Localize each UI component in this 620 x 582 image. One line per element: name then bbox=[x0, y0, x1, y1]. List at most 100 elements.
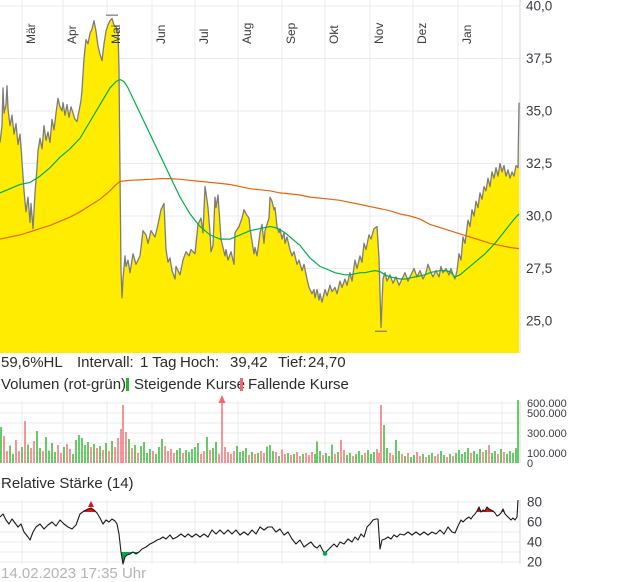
price-tick-label: 30,0 bbox=[526, 209, 552, 224]
volume-bar bbox=[425, 457, 427, 463]
month-tick-label: Okt bbox=[327, 25, 341, 44]
volume-bar bbox=[340, 440, 342, 463]
volume-bar bbox=[416, 452, 418, 463]
volume-tick-label: 100.000 bbox=[527, 448, 567, 460]
volume-bar bbox=[401, 454, 403, 463]
volume-bar bbox=[370, 454, 372, 463]
volume-bar bbox=[143, 442, 145, 463]
volume-bar bbox=[209, 450, 211, 463]
volume-bar bbox=[272, 451, 274, 463]
volume-bar bbox=[364, 453, 366, 463]
volume-bar bbox=[57, 445, 59, 463]
month-labels: Mär Apr Mai Jun Jul Aug Sep Okt Nov Dez Jan bbox=[24, 22, 474, 44]
volume-bar bbox=[479, 449, 481, 463]
month-tick-label: Mai bbox=[109, 25, 123, 44]
timestamp: 14.02.2023 17:35 Uhr bbox=[1, 565, 147, 582]
volume-bar bbox=[125, 432, 127, 463]
volume-bar bbox=[173, 453, 175, 463]
volume-bar bbox=[494, 451, 496, 463]
volume-bar bbox=[482, 452, 484, 463]
volume-bar bbox=[302, 454, 304, 463]
volume-bar bbox=[30, 448, 32, 463]
price-chart-pane[interactable]: Mär Apr Mai Jun Jul Aug Sep Okt Nov Dez Jan 40,0 37,… bbox=[0, 0, 620, 354]
falling-volume-swatch-icon bbox=[240, 378, 243, 391]
volume-bar bbox=[517, 400, 519, 463]
ma-slow-line bbox=[0, 178, 520, 250]
high-label: Hoch: bbox=[180, 354, 220, 371]
volume-bar bbox=[461, 454, 463, 463]
month-tick-label: Sep bbox=[284, 22, 298, 44]
volume-bar bbox=[203, 451, 205, 463]
volume-bar bbox=[281, 449, 283, 463]
volume-bar bbox=[515, 448, 517, 463]
volume-bar bbox=[346, 455, 348, 463]
volume-bar bbox=[431, 453, 433, 463]
volume-bar bbox=[105, 443, 107, 463]
volume-bar bbox=[167, 451, 169, 463]
month-tick-label: Jan bbox=[460, 25, 474, 44]
volume-bar bbox=[458, 450, 460, 463]
volume-bar bbox=[120, 429, 122, 463]
rsi-buy-marker-icon bbox=[322, 551, 328, 556]
falling-volume-label: Fallende Kurse bbox=[248, 376, 349, 393]
price-line bbox=[0, 17, 520, 328]
volume-bar bbox=[27, 444, 29, 463]
volume-bar bbox=[410, 457, 412, 463]
volume-bar bbox=[476, 454, 478, 463]
volume-bar bbox=[51, 443, 53, 463]
volume-bar bbox=[66, 444, 68, 463]
volume-bar bbox=[224, 447, 226, 463]
volume-bar bbox=[319, 451, 321, 463]
volume-grid bbox=[0, 401, 521, 464]
volume-bar bbox=[108, 451, 110, 463]
volume-bar bbox=[311, 452, 313, 463]
volume-bar bbox=[42, 451, 44, 463]
volume-bar bbox=[75, 440, 77, 463]
volume-bar bbox=[99, 446, 101, 463]
volume-bar bbox=[434, 456, 436, 463]
rsi-tick-label: 40 bbox=[527, 535, 542, 550]
volume-bar bbox=[331, 444, 333, 463]
high-value: 39,42 bbox=[230, 354, 268, 371]
rsi-tick-label: 60 bbox=[527, 515, 542, 530]
rsi-tick-label: 80 bbox=[527, 495, 542, 510]
volume-bar bbox=[48, 450, 50, 463]
volume-bar bbox=[15, 440, 17, 463]
volume-bar bbox=[137, 453, 139, 463]
volume-bar bbox=[470, 453, 472, 463]
volume-bar bbox=[33, 441, 35, 463]
volume-bar bbox=[212, 448, 214, 463]
volume-title: Volumen (rot-grün) bbox=[1, 376, 127, 393]
volume-bar bbox=[215, 442, 217, 463]
rsi-chart-pane[interactable]: 80 60 40 20 bbox=[0, 494, 620, 572]
volume-bar bbox=[236, 446, 238, 463]
volume-bar bbox=[358, 451, 360, 463]
rsi-title-row: Relative Stärke (14) bbox=[0, 475, 620, 493]
volume-bar bbox=[188, 452, 190, 463]
ma-fast-line bbox=[0, 78, 520, 280]
volume-bar bbox=[197, 443, 199, 463]
volume-bar bbox=[87, 442, 89, 463]
volume-tick-label: 600.000 bbox=[527, 398, 567, 410]
volume-bar bbox=[491, 453, 493, 463]
volume-bar bbox=[146, 453, 148, 463]
price-tick-label: 37,5 bbox=[526, 51, 552, 66]
month-tick-label: Aug bbox=[240, 23, 254, 44]
volume-bar bbox=[81, 438, 83, 463]
volume-bar bbox=[245, 448, 247, 463]
volume-bar bbox=[152, 451, 154, 463]
volume-bar bbox=[373, 452, 375, 463]
volume-bar bbox=[308, 455, 310, 463]
volume-bar bbox=[506, 454, 508, 463]
volume-bar bbox=[69, 449, 71, 463]
volume-bar bbox=[45, 437, 47, 463]
volume-bar bbox=[449, 454, 451, 463]
volume-bar bbox=[191, 449, 193, 463]
volume-bar bbox=[380, 405, 382, 463]
volume-bar bbox=[63, 447, 65, 463]
month-tick-label: Jul bbox=[197, 29, 211, 44]
clipped-volume-arrow-head-icon bbox=[218, 395, 226, 403]
volume-bar bbox=[355, 454, 357, 463]
